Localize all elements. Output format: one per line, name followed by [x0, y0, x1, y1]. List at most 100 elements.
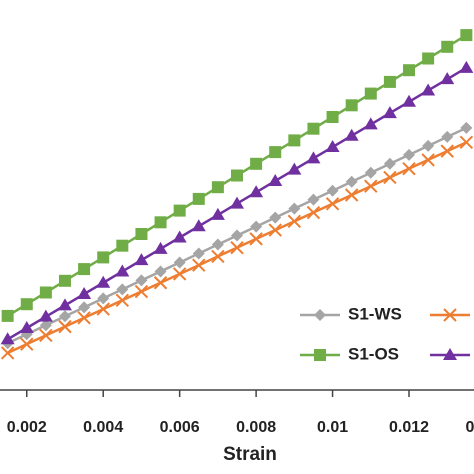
marker — [135, 228, 148, 240]
marker — [345, 99, 358, 112]
marker — [402, 161, 416, 176]
marker — [77, 287, 92, 300]
marker — [154, 216, 167, 229]
marker — [344, 128, 359, 141]
marker — [269, 211, 282, 224]
marker — [58, 310, 71, 323]
legend-marker — [443, 348, 457, 360]
marker — [173, 204, 186, 217]
marker — [191, 219, 206, 232]
marker — [440, 144, 454, 158]
marker — [135, 274, 148, 287]
marker — [460, 29, 473, 42]
marker — [192, 192, 205, 205]
marker — [20, 298, 33, 311]
x-tick-label: 0.014 — [465, 419, 474, 436]
marker — [403, 148, 416, 161]
legend-label: S1-OS — [348, 344, 399, 363]
marker — [345, 175, 358, 188]
x-axis-label: Strain — [223, 444, 277, 465]
marker — [383, 170, 397, 185]
marker — [459, 135, 474, 150]
x-tick-label: 0.008 — [236, 419, 276, 436]
marker — [287, 214, 302, 229]
marker — [403, 64, 416, 77]
marker — [211, 238, 224, 251]
marker — [39, 328, 53, 343]
marker — [250, 157, 263, 170]
marker — [39, 319, 52, 332]
marker — [0, 332, 15, 345]
marker — [364, 166, 377, 179]
marker — [230, 240, 244, 255]
marker — [97, 292, 110, 305]
legend-marker — [314, 349, 326, 361]
marker — [421, 153, 435, 167]
marker — [288, 134, 301, 147]
marker — [288, 202, 301, 215]
marker — [38, 309, 53, 322]
marker — [153, 241, 168, 254]
marker — [307, 122, 320, 135]
marker — [383, 157, 396, 170]
marker — [78, 301, 91, 314]
marker — [96, 275, 111, 288]
marker — [20, 337, 34, 351]
marker — [460, 121, 473, 134]
marker — [0, 346, 15, 360]
marker — [172, 230, 187, 243]
marker — [134, 253, 149, 266]
marker — [39, 286, 52, 299]
x-tick-label: 0.004 — [83, 419, 123, 436]
marker — [210, 207, 225, 220]
marker — [422, 139, 435, 152]
marker — [326, 111, 339, 123]
marker — [306, 205, 321, 220]
x-tick-label: 0.01 — [317, 419, 348, 436]
marker — [1, 309, 14, 322]
marker — [344, 188, 359, 202]
marker — [134, 284, 149, 299]
marker — [57, 298, 72, 311]
marker — [230, 196, 244, 209]
marker — [422, 52, 435, 65]
marker — [115, 264, 130, 277]
legend-marker — [314, 309, 326, 321]
marker — [211, 249, 225, 264]
marker — [269, 146, 282, 159]
marker — [441, 40, 454, 53]
marker — [116, 283, 129, 296]
marker — [250, 220, 263, 233]
marker — [116, 239, 129, 252]
marker — [173, 256, 186, 269]
marker — [154, 265, 167, 278]
marker — [153, 276, 168, 290]
marker — [97, 251, 110, 264]
marker — [77, 311, 91, 325]
marker — [211, 181, 224, 194]
x-tick-label: 0.002 — [7, 419, 47, 436]
marker — [287, 162, 302, 175]
marker — [115, 293, 130, 308]
marker — [249, 232, 263, 246]
marker — [96, 302, 110, 316]
marker — [268, 173, 283, 186]
marker — [58, 274, 71, 287]
marker — [307, 193, 320, 206]
legend-label: S1-WS — [348, 304, 402, 323]
marker — [326, 184, 339, 197]
marker — [249, 185, 264, 198]
marker — [421, 83, 436, 96]
marker — [441, 130, 454, 143]
legend-marker — [443, 308, 457, 322]
marker — [325, 140, 340, 153]
marker — [19, 320, 34, 333]
marker — [364, 87, 377, 100]
marker — [78, 263, 91, 276]
marker — [440, 72, 455, 85]
marker — [231, 229, 243, 242]
marker — [325, 197, 340, 211]
marker — [231, 169, 243, 182]
marker — [382, 106, 397, 119]
